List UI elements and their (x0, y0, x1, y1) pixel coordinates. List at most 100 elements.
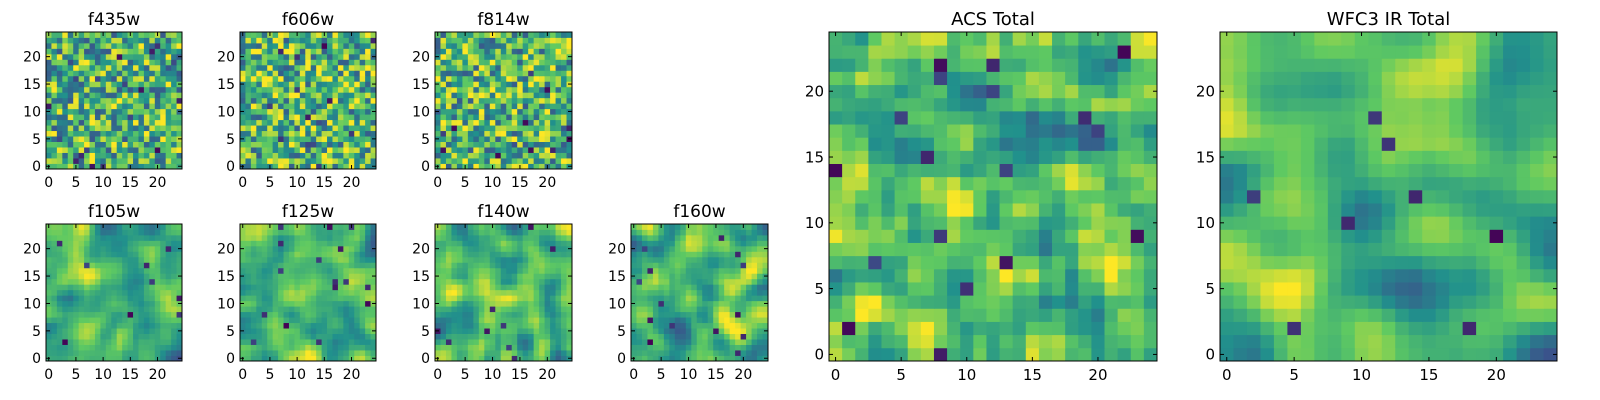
heatmap-cell (305, 339, 312, 345)
heatmap-cell (250, 64, 257, 71)
heatmap-cell (348, 114, 355, 121)
x-tick-label: 20 (149, 175, 167, 191)
heatmap-cell (506, 224, 513, 230)
heatmap-cell (986, 242, 1000, 257)
heatmap-cell (143, 295, 150, 302)
heatmap-cell (288, 136, 295, 142)
x-tick-label: 5 (71, 367, 80, 383)
heatmap-cell (746, 295, 752, 302)
heatmap-cell (435, 86, 441, 93)
heatmap-cell (305, 344, 312, 351)
heatmap-cell (165, 141, 172, 148)
heatmap-cell (652, 289, 659, 296)
heatmap-cell (310, 262, 317, 269)
heatmap-cell (62, 245, 69, 252)
heatmap-cell (149, 125, 156, 132)
heatmap-cell (332, 317, 339, 324)
heatmap-cell (288, 245, 295, 252)
heatmap-cell (149, 224, 156, 230)
heatmap-cell (143, 64, 150, 71)
heatmap-cell (478, 240, 485, 247)
heatmap-cell (1091, 282, 1105, 296)
heatmap-cell (735, 355, 741, 362)
heatmap-cell (489, 97, 496, 104)
heatmap-cell (566, 92, 573, 99)
y-tick-label: 20 (412, 50, 430, 66)
heatmap-cell (467, 311, 474, 318)
heatmap-cell (288, 97, 295, 104)
heatmap-cell (528, 37, 535, 44)
heatmap-cell (451, 267, 458, 274)
heatmap-cell (511, 262, 518, 269)
heatmap-cell (522, 42, 529, 49)
heatmap-cell (149, 103, 156, 110)
heatmap-cell (370, 295, 377, 302)
heatmap-cell (489, 152, 496, 159)
heatmap-cell (652, 333, 659, 340)
heatmap-cell (56, 273, 63, 280)
heatmap-cell (1025, 295, 1040, 309)
heatmap-cell (647, 278, 654, 285)
heatmap-cell (1143, 216, 1158, 230)
heatmap-cell (478, 306, 485, 313)
heatmap-cell (674, 322, 681, 329)
heatmap-cell (855, 347, 869, 362)
heatmap-cell (1065, 242, 1079, 257)
heatmap-cell (288, 229, 295, 236)
heatmap-cell (176, 311, 183, 318)
heatmap-cell (1025, 176, 1040, 191)
heatmap-cell (757, 284, 763, 291)
heatmap-cell (842, 163, 856, 178)
heatmap-cell (702, 295, 709, 302)
heatmap-cell (631, 267, 637, 274)
heatmap-cell (566, 234, 573, 241)
heatmap-cell (337, 70, 344, 77)
heatmap-cell (533, 75, 540, 82)
heatmap-cell (445, 355, 452, 362)
heatmap-cell (539, 141, 545, 148)
heatmap-cell (89, 355, 96, 362)
heatmap-cell (51, 273, 58, 280)
heatmap-cell (100, 317, 107, 324)
heatmap-cell (473, 234, 480, 241)
heatmap-cell (652, 322, 659, 329)
heatmap-cell (740, 234, 747, 241)
heatmap-cell (359, 256, 366, 263)
heatmap-cell (122, 119, 128, 126)
heatmap-cell (133, 333, 139, 340)
heatmap-cell (746, 224, 752, 230)
heatmap-cell (267, 114, 274, 121)
heatmap-cell (100, 64, 107, 71)
heatmap-cell (947, 189, 961, 204)
heatmap-cell (78, 125, 85, 132)
heatmap-cell (555, 75, 562, 82)
heatmap-cell (528, 86, 535, 93)
heatmap-cell (920, 216, 935, 230)
heatmap-cell (316, 229, 322, 236)
heatmap-cell (240, 158, 246, 164)
heatmap-cell (370, 267, 377, 274)
heatmap-cell (473, 240, 480, 247)
heatmap-cell (1025, 347, 1040, 362)
heatmap-cell (89, 300, 96, 307)
heatmap-cell (143, 350, 150, 356)
heatmap-cell (544, 103, 551, 110)
heatmap-cell (245, 42, 252, 49)
heatmap-cell (473, 251, 480, 258)
heatmap-cell (111, 48, 118, 55)
heatmap-cell (176, 317, 183, 324)
heatmap-cell (73, 48, 80, 55)
heatmap-cell (1117, 242, 1132, 257)
heatmap-cell (539, 234, 545, 241)
heatmap-cell (506, 103, 513, 110)
heatmap-cell (343, 81, 350, 88)
heatmap-cell (127, 278, 134, 285)
heatmap-cell (359, 284, 366, 291)
heatmap-cell (78, 322, 85, 329)
heatmap-cell (539, 278, 545, 285)
heatmap-cell (680, 289, 687, 296)
heatmap-cell (359, 147, 366, 153)
heatmap-cell (511, 251, 518, 258)
heatmap-cell (111, 245, 118, 252)
heatmap-cell (528, 114, 535, 121)
